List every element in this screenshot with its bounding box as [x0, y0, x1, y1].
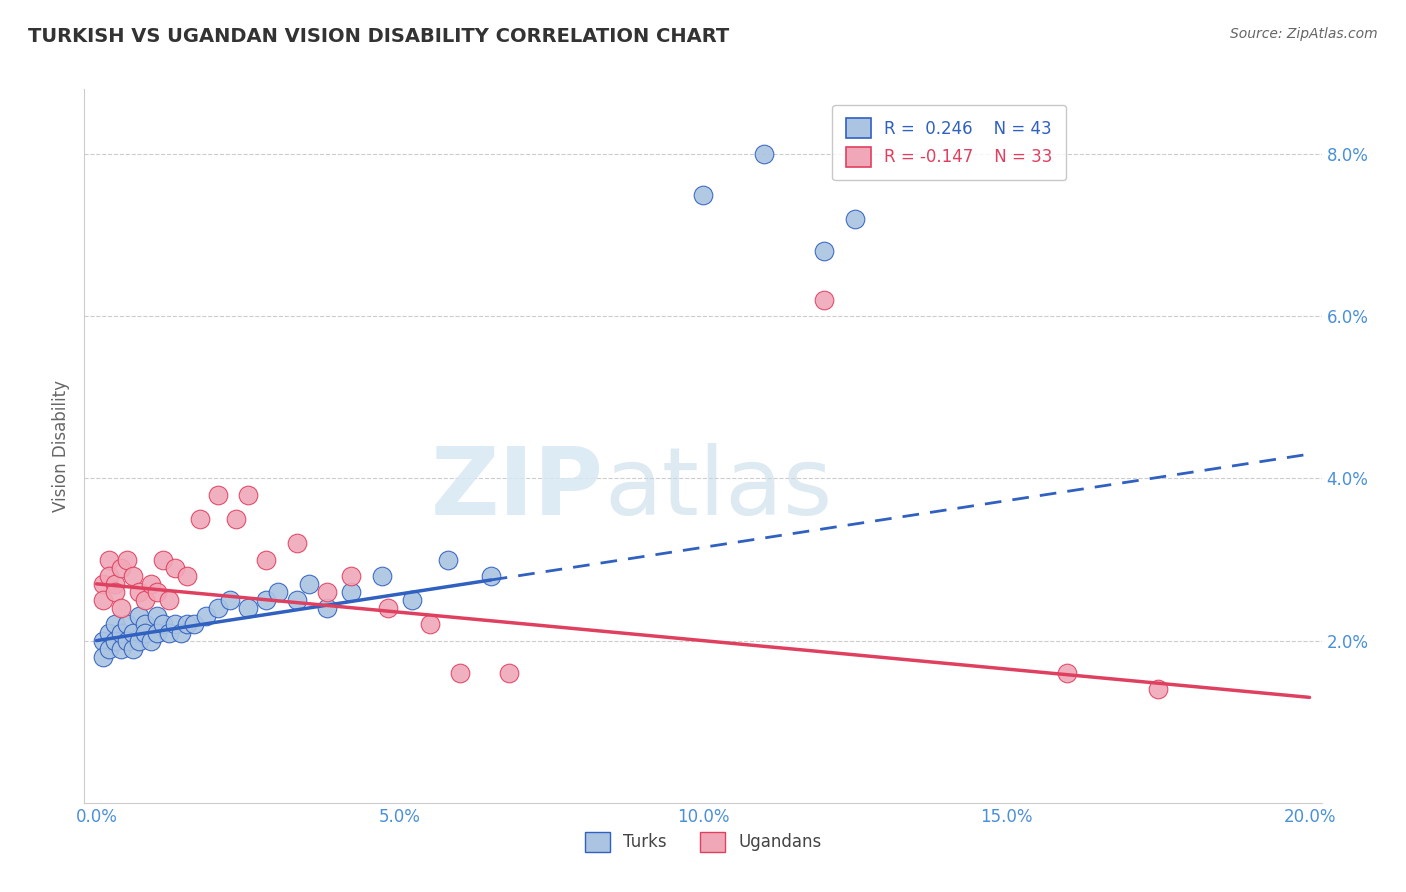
Point [110, 560, 132, 574]
Point [97, 568, 120, 582]
Point [146, 625, 169, 640]
Point [498, 666, 520, 681]
Point [1147, 682, 1170, 697]
Point [139, 577, 162, 591]
Point [104, 577, 127, 591]
Point [176, 568, 198, 582]
Point [128, 609, 150, 624]
Point [170, 625, 193, 640]
Point [165, 560, 187, 574]
Point [134, 593, 156, 607]
Point [401, 593, 423, 607]
Point [122, 641, 145, 656]
Point [122, 568, 145, 582]
Point [1056, 666, 1078, 681]
Point [97, 625, 120, 640]
Point [207, 488, 229, 502]
Point [176, 617, 198, 632]
Point [146, 609, 169, 624]
Point [128, 585, 150, 599]
Point [267, 585, 290, 599]
Point [437, 552, 460, 566]
Point [152, 617, 174, 632]
Point [340, 568, 363, 582]
Point [146, 585, 169, 599]
Point [165, 617, 187, 632]
Point [207, 601, 229, 615]
Point [157, 625, 180, 640]
Point [152, 552, 174, 566]
Point [110, 641, 132, 656]
Point [813, 244, 835, 259]
Point [91, 649, 114, 664]
Point [91, 577, 114, 591]
Point [236, 488, 259, 502]
Point [298, 577, 321, 591]
Point [97, 552, 120, 566]
Point [134, 617, 156, 632]
Point [316, 601, 339, 615]
Point [188, 512, 211, 526]
Legend: Turks, Ugandans: Turks, Ugandans [578, 825, 828, 859]
Point [104, 633, 127, 648]
Point [254, 552, 277, 566]
Y-axis label: Vision Disability: Vision Disability [52, 380, 70, 512]
Point [449, 666, 471, 681]
Text: TURKISH VS UGANDAN VISION DISABILITY CORRELATION CHART: TURKISH VS UGANDAN VISION DISABILITY COR… [28, 27, 730, 45]
Point [285, 593, 308, 607]
Point [692, 187, 714, 202]
Point [236, 601, 259, 615]
Point [183, 617, 205, 632]
Point [104, 585, 127, 599]
Point [225, 512, 247, 526]
Point [219, 593, 242, 607]
Point [752, 147, 775, 161]
Text: atlas: atlas [605, 442, 832, 535]
Point [139, 633, 162, 648]
Point [377, 601, 399, 615]
Point [194, 609, 217, 624]
Point [419, 617, 441, 632]
Point [91, 633, 114, 648]
Point [110, 601, 132, 615]
Point [254, 593, 277, 607]
Point [479, 568, 502, 582]
Point [844, 211, 866, 226]
Text: ZIP: ZIP [432, 442, 605, 535]
Point [97, 641, 120, 656]
Point [115, 633, 138, 648]
Point [157, 593, 180, 607]
Text: Source: ZipAtlas.com: Source: ZipAtlas.com [1230, 27, 1378, 41]
Point [115, 552, 138, 566]
Point [370, 568, 392, 582]
Point [115, 617, 138, 632]
Point [128, 633, 150, 648]
Point [134, 625, 156, 640]
Point [91, 593, 114, 607]
Point [340, 585, 363, 599]
Point [104, 617, 127, 632]
Point [122, 625, 145, 640]
Point [316, 585, 339, 599]
Point [813, 293, 835, 307]
Point [285, 536, 308, 550]
Point [110, 625, 132, 640]
